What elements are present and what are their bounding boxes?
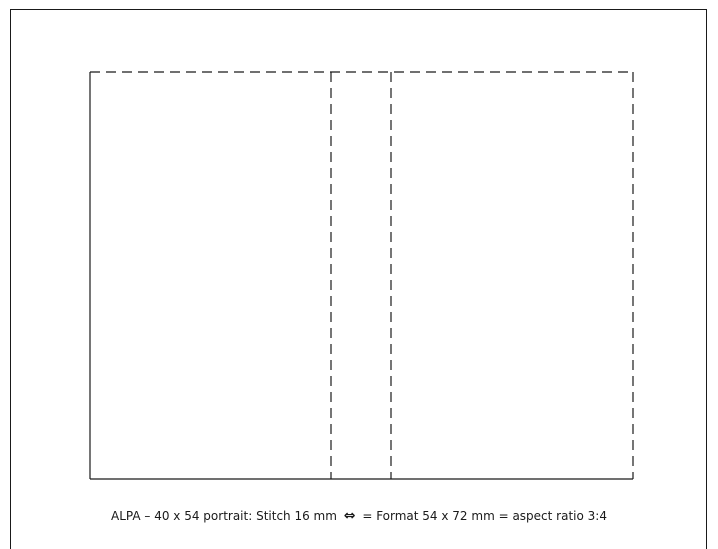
page-frame bbox=[10, 9, 707, 549]
diagram-caption: ALPA – 40 x 54 portrait: Stitch 16 mm ⇔ … bbox=[0, 508, 718, 524]
caption-suffix: = Format 54 x 72 mm = aspect ratio 3:4 bbox=[362, 509, 607, 523]
format-diagram bbox=[89, 71, 634, 480]
double-arrow-icon: ⇔ bbox=[343, 508, 356, 524]
caption-prefix: ALPA – 40 x 54 portrait: Stitch 16 mm bbox=[111, 509, 337, 523]
